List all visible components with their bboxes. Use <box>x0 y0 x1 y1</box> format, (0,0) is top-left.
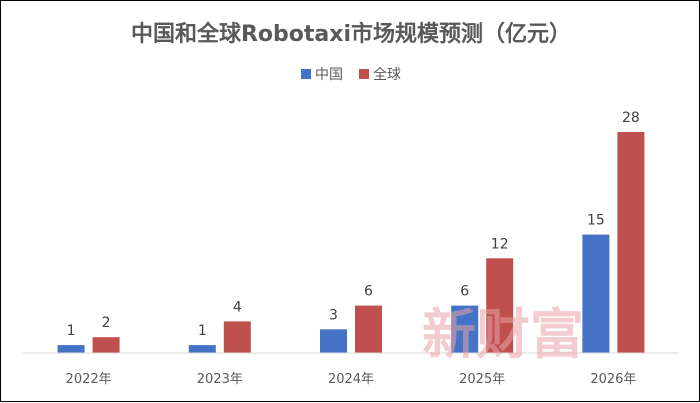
bar-global-1 <box>223 321 251 353</box>
legend-label-china: 中国 <box>315 67 343 83</box>
chart-title: 中国和全球Robotaxi市场规模预测（亿元） <box>131 21 571 47</box>
bar-china-1 <box>188 345 216 353</box>
data-label-global-4: 28 <box>622 110 640 126</box>
data-label-china-1: 1 <box>198 323 207 339</box>
data-label-china-3: 6 <box>460 284 469 300</box>
x-tick-label-2: 2024年 <box>328 372 374 387</box>
watermark: 新财富 <box>422 302 584 366</box>
legend-swatch-global <box>359 69 369 79</box>
x-tick-label-1: 2023年 <box>197 372 243 387</box>
bar-china-0 <box>57 345 85 353</box>
bar-global-2 <box>355 305 382 353</box>
x-tick-label-0: 2022年 <box>66 372 112 387</box>
legend-swatch-china <box>301 69 311 79</box>
bars-group <box>57 132 645 353</box>
x-tick-labels: 2022年 2023年 2024年 2025年 2026年 <box>66 372 637 387</box>
data-label-global-3: 12 <box>491 236 509 252</box>
legend: 中国 全球 <box>301 66 401 83</box>
bar-china-3 <box>451 305 479 353</box>
data-label-global-2: 6 <box>364 284 373 300</box>
legend-label-global: 全球 <box>373 66 401 83</box>
bar-global-3 <box>486 258 514 353</box>
data-label-china-4: 15 <box>587 213 605 229</box>
data-label-china-0: 1 <box>67 323 76 339</box>
bar-china-4 <box>582 234 610 353</box>
data-label-global-1: 4 <box>233 299 242 315</box>
x-tick-label-4: 2026年 <box>590 372 636 387</box>
bar-china-2 <box>320 329 347 353</box>
bar-global-0 <box>92 337 120 353</box>
data-label-global-0: 2 <box>102 315 111 331</box>
data-label-china-2: 3 <box>329 307 338 323</box>
bar-global-4 <box>617 132 645 353</box>
x-tick-label-3: 2025年 <box>459 372 505 387</box>
